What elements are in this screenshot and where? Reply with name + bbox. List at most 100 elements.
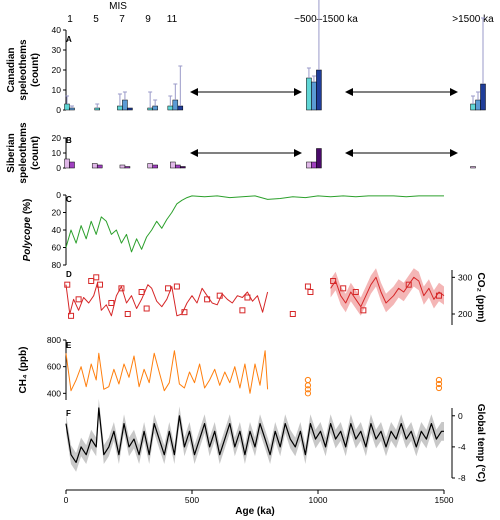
panel-d-point xyxy=(88,278,95,284)
panel-f-y-tick-label: -4 xyxy=(458,442,466,452)
panel-d-point xyxy=(340,285,347,292)
panel-d-point xyxy=(352,289,359,295)
panel-c-ylabel-unit: (%) xyxy=(22,199,33,217)
x-tick-label: 1000 xyxy=(309,495,328,505)
panel-b-bar xyxy=(147,163,153,169)
panel-b-bar xyxy=(316,148,322,169)
panel-b-left-arrow-right-head xyxy=(294,149,302,157)
panel-e-point xyxy=(304,386,312,393)
panel-d-point xyxy=(304,283,311,290)
panel-c-y-tick-label: 0 xyxy=(56,190,61,200)
panel-e-y-tick-label: 400 xyxy=(47,388,61,398)
panel-d-y-tick-label: 200 xyxy=(458,309,472,319)
panel-b-bar xyxy=(69,161,75,169)
panel-c-y-tick-label: 20 xyxy=(52,208,62,218)
panel-e-point xyxy=(435,376,443,384)
panel-d-point xyxy=(360,307,367,314)
mis-number: 11 xyxy=(167,14,178,25)
panel-b-ylabel: speleothems xyxy=(18,122,29,184)
panel-a-bar xyxy=(147,107,153,111)
panel-d-point xyxy=(108,300,115,306)
panel-b-right-arrow-left-head xyxy=(345,149,353,157)
mid-range-label: ~500–1500 ka xyxy=(294,14,358,25)
panel-d-point xyxy=(173,283,180,290)
panel-c-y-tick-label: 60 xyxy=(52,243,62,253)
panel-b-bar xyxy=(311,161,317,169)
panel-e-y-tick-label: 600 xyxy=(47,362,61,372)
panel-b-y-tick-label: 20 xyxy=(52,133,62,143)
panel-b-left-arrow-left-head xyxy=(190,149,198,157)
panel-b-y-tick-label: 10 xyxy=(52,148,62,158)
panel-c-series xyxy=(65,195,444,253)
panel-a-bar xyxy=(127,107,133,111)
panel-f-y-tick-label: -8 xyxy=(458,473,466,483)
panel-d-point xyxy=(181,309,188,316)
mis-number: 5 xyxy=(93,14,99,25)
panel-a-bar xyxy=(480,83,486,111)
panel-d-point xyxy=(165,285,172,292)
x-tick-label: 0 xyxy=(64,495,69,505)
panel-letter-b: B xyxy=(66,136,72,145)
panel-a-bar xyxy=(475,99,481,111)
panel-d-point xyxy=(216,292,223,299)
panel-a-y-tick-label: 30 xyxy=(52,45,62,55)
panel-d-point xyxy=(307,289,314,295)
panel-e-series xyxy=(65,350,269,394)
panel-d-point xyxy=(143,305,150,312)
panel-a-y-tick-label: 0 xyxy=(56,105,61,115)
panel-d-point xyxy=(97,281,104,288)
panel-c-y-tick-label: 80 xyxy=(52,260,62,270)
panel-letter-e: E xyxy=(66,341,72,350)
panel-d-ylabel: CO₂ (ppm) xyxy=(475,273,486,323)
panel-a-bar xyxy=(94,107,100,111)
panel-a-bar xyxy=(117,105,123,111)
panel-a-y-tick-label: 10 xyxy=(52,85,62,95)
panel-b-bar xyxy=(180,166,186,169)
panel-a-bar xyxy=(152,105,158,111)
panel-a-ylabel: (count) xyxy=(30,53,41,87)
panel-d-y-tick-label: 300 xyxy=(458,272,472,282)
panel-b-bar xyxy=(96,164,103,169)
panel-b-bar xyxy=(306,161,312,169)
panel-b-bar xyxy=(170,161,176,169)
panel-d-point xyxy=(138,289,145,295)
panel-b-bar xyxy=(470,166,476,169)
panel-b-ylabel: (count) xyxy=(30,136,41,170)
panel-a-bar xyxy=(316,69,322,111)
panel-d-series xyxy=(65,282,269,317)
panel-a-bar xyxy=(122,99,128,111)
panel-d-point xyxy=(289,311,296,317)
old-range-label: >1500 ka xyxy=(452,14,494,25)
panel-b-y-tick-label: 0 xyxy=(56,163,61,173)
panel-d-point xyxy=(204,296,211,303)
panel-e-point xyxy=(304,376,312,384)
panel-a-bar xyxy=(64,103,70,111)
panel-a-y-tick-label: 40 xyxy=(52,25,62,35)
panel-e-point xyxy=(304,390,312,397)
panel-letter-a: A xyxy=(66,35,72,44)
panel-letter-f: F xyxy=(66,409,71,418)
panel-f-y-tick-label: 0 xyxy=(458,411,463,421)
panel-b-bar xyxy=(124,166,131,169)
panel-e-point xyxy=(435,380,443,388)
panel-letter-c: C xyxy=(66,195,72,204)
panel-a-right-arrow-right-head xyxy=(450,88,458,96)
panel-a-ylabel: speleothems xyxy=(18,39,29,101)
panel-d-point xyxy=(239,307,246,314)
panel-a-left-arrow-left-head xyxy=(190,88,198,96)
panel-b-bar xyxy=(91,163,98,169)
panel-d-point xyxy=(75,296,82,303)
panel-letter-d: D xyxy=(66,270,72,279)
panel-d-point xyxy=(124,311,131,317)
panel-a-bar xyxy=(69,107,75,111)
panel-a-left-arrow-right-head xyxy=(294,88,302,96)
panel-a-bar xyxy=(172,99,179,111)
panel-a-y-tick-label: 20 xyxy=(52,65,62,75)
panel-d-point xyxy=(118,285,125,292)
panel-e-y-tick-label: 800 xyxy=(47,335,61,345)
panel-d-point xyxy=(405,281,412,288)
panel-b-bar xyxy=(119,164,126,169)
panel-b-bar xyxy=(64,158,70,169)
panel-d-point xyxy=(68,312,75,319)
